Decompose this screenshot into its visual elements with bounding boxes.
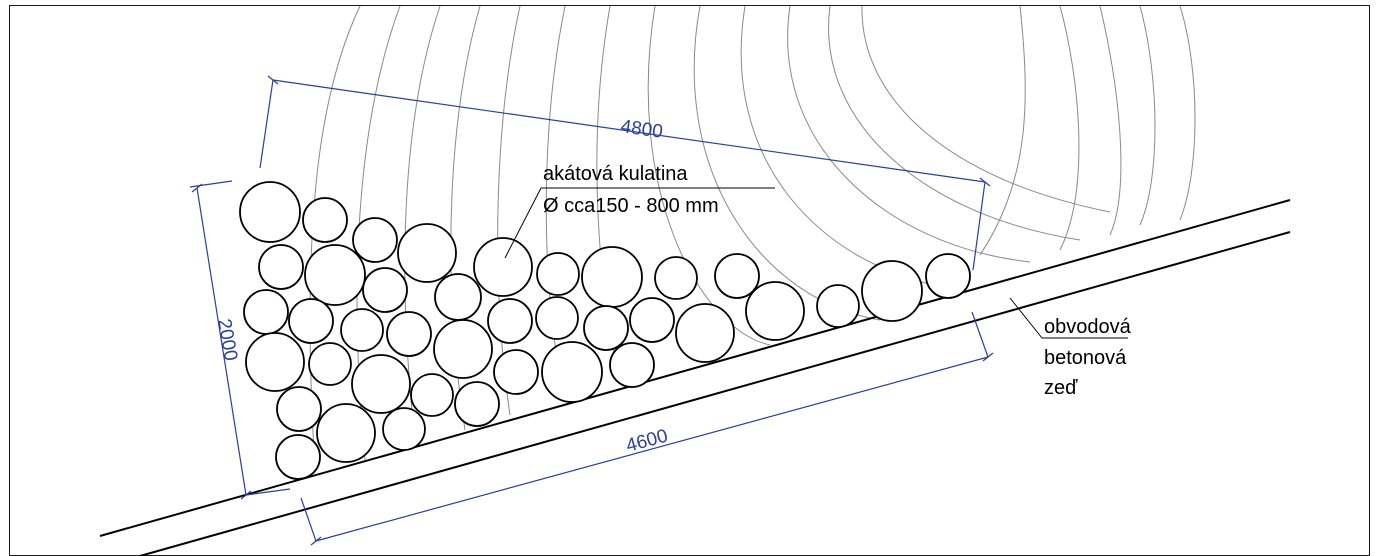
wall-label-line3: zeď bbox=[1044, 377, 1078, 399]
log bbox=[745, 281, 805, 341]
log bbox=[583, 305, 629, 351]
log bbox=[816, 284, 860, 328]
wall-upper-edge bbox=[99, 199, 1291, 537]
log bbox=[581, 246, 643, 308]
log bbox=[304, 244, 366, 306]
log bbox=[288, 298, 334, 344]
log bbox=[434, 273, 482, 321]
log bbox=[352, 217, 398, 263]
log bbox=[316, 403, 376, 463]
log bbox=[382, 407, 426, 451]
dimension-top-label: 4800 bbox=[619, 116, 664, 143]
log bbox=[239, 181, 301, 243]
log bbox=[245, 332, 305, 392]
log bbox=[861, 260, 923, 322]
log bbox=[535, 296, 579, 340]
log bbox=[629, 297, 675, 343]
log bbox=[302, 197, 348, 243]
log bbox=[454, 381, 500, 427]
wall-label-line1: obvodová bbox=[1044, 316, 1132, 338]
log bbox=[675, 303, 735, 363]
logs-annotation: akátová kulatina Ø cca150 - 800 mm bbox=[504, 163, 775, 259]
log bbox=[351, 354, 411, 414]
logs-label-line1: akátová kulatina bbox=[543, 163, 688, 185]
log bbox=[275, 434, 321, 480]
log bbox=[609, 342, 655, 388]
log bbox=[243, 289, 289, 335]
log bbox=[654, 256, 698, 300]
wall-lower-edge bbox=[139, 231, 1291, 556]
log bbox=[258, 244, 304, 290]
logs-label-line2: Ø cca150 - 800 mm bbox=[543, 195, 719, 217]
wall-label-line2: betonová bbox=[1044, 347, 1127, 369]
log bbox=[925, 253, 971, 299]
log bbox=[536, 252, 580, 296]
log-pile bbox=[239, 181, 971, 480]
log bbox=[714, 253, 760, 299]
dimension-height-label: 2000 bbox=[213, 317, 241, 362]
log bbox=[340, 308, 384, 352]
log bbox=[541, 341, 603, 403]
log bbox=[276, 386, 322, 432]
log bbox=[487, 298, 533, 344]
log bbox=[308, 342, 352, 386]
log bbox=[493, 349, 539, 395]
dimension-bottom-label: 4600 bbox=[624, 426, 670, 457]
wall-annotation: obvodová betonová zeď bbox=[1009, 297, 1132, 399]
log bbox=[433, 319, 493, 379]
log bbox=[397, 223, 457, 283]
log bbox=[410, 373, 454, 417]
log bbox=[362, 267, 408, 313]
log bbox=[473, 237, 533, 297]
log bbox=[386, 311, 432, 357]
concrete-wall bbox=[99, 199, 1291, 556]
